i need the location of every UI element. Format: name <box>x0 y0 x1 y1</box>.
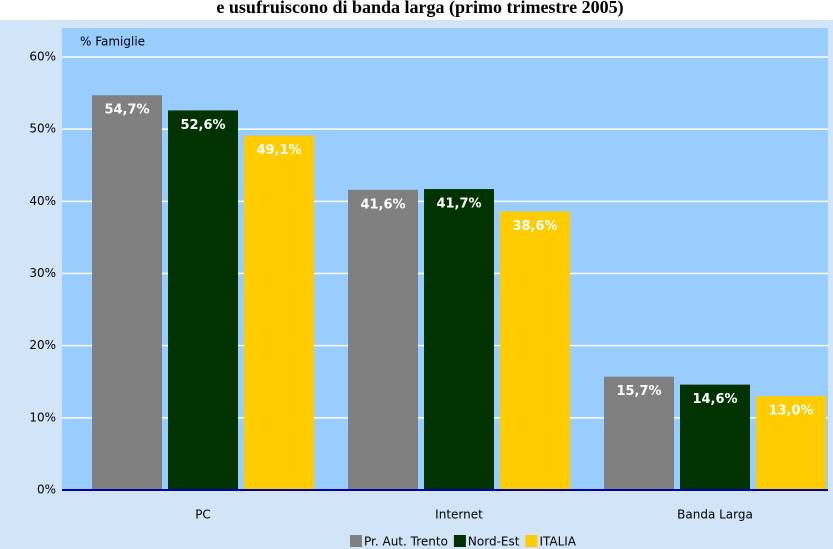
bar <box>244 135 314 490</box>
y-tick-label: 10% <box>29 410 56 424</box>
value-label: 14,6% <box>692 392 737 407</box>
y-tick-label: 50% <box>29 122 56 136</box>
value-label: 13,0% <box>768 404 813 419</box>
legend-swatch <box>453 535 466 547</box>
y-tick-label: 60% <box>29 50 56 64</box>
bar <box>680 384 750 490</box>
chart-title: e usufruiscono di banda larga (primo tri… <box>216 0 623 18</box>
legend-swatch <box>525 535 538 547</box>
bar <box>424 189 494 490</box>
legend-label: ITALIA <box>539 535 576 549</box>
value-label: 41,7% <box>436 197 481 212</box>
x-tick-label: PC <box>195 508 211 522</box>
y-tick-label: 0% <box>37 483 56 497</box>
bar <box>92 95 162 490</box>
value-label: 52,6% <box>180 118 225 133</box>
bar <box>604 376 674 490</box>
bar <box>756 396 826 490</box>
legend-swatch <box>350 535 362 547</box>
value-label: 41,6% <box>360 197 405 212</box>
legend-label: Nord-Est <box>468 535 520 549</box>
y-axis-label: % Famiglie <box>80 35 145 49</box>
bar <box>500 211 570 491</box>
y-tick-label: 40% <box>29 194 56 208</box>
value-label: 54,7% <box>104 103 149 118</box>
value-label: 49,1% <box>256 143 301 158</box>
y-tick-label: 20% <box>29 338 56 352</box>
value-label: 38,6% <box>512 219 557 234</box>
x-tick-label: Internet <box>435 508 483 522</box>
y-tick-label: 30% <box>29 266 56 280</box>
bar <box>168 110 238 491</box>
x-tick-label: Banda Larga <box>677 508 753 522</box>
value-label: 15,7% <box>616 384 661 399</box>
bar <box>348 189 418 490</box>
legend-label: Pr. Aut. Trento <box>364 535 448 549</box>
